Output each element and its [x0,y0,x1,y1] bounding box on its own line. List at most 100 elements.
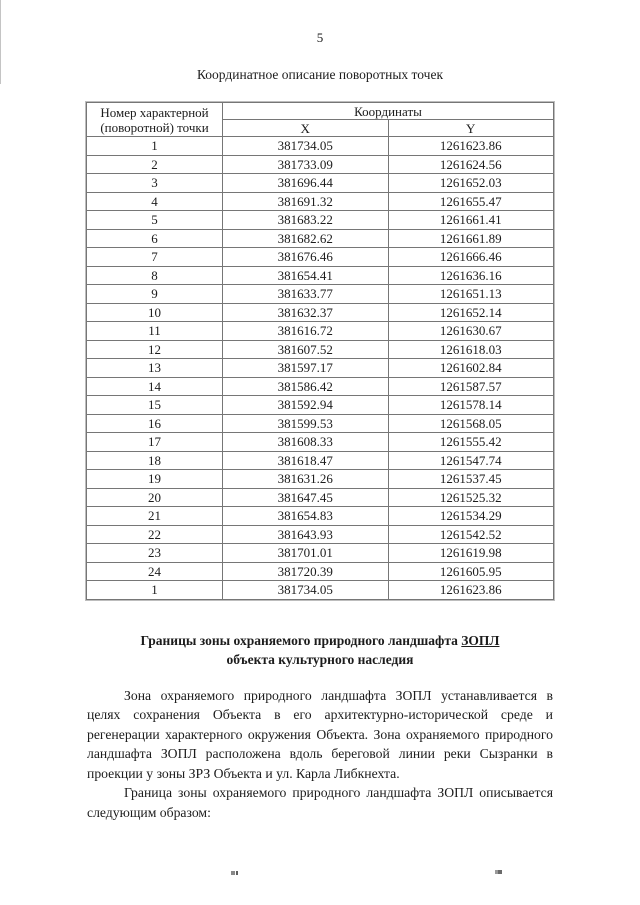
table-row: 1 381734.05 1261623.86 [86,580,554,600]
paragraph-boundary-intro: Граница зоны охраняемого природного ланд… [87,785,553,820]
cell-x-coordinate: 381618.47 [222,450,389,470]
cell-y-coordinate: 1261636.16 [387,265,554,285]
cell-y-coordinate: 1261555.42 [387,432,554,452]
cell-y-coordinate: 1261602.84 [387,358,554,378]
cell-point-number: 19 [86,469,223,489]
cell-y-coordinate: 1261568.05 [387,413,554,433]
cell-x-coordinate: 381608.33 [222,432,389,452]
table-row: 22 381643.93 1261542.52 [86,524,554,544]
cell-y-coordinate: 1261587.57 [387,376,554,396]
cell-y-coordinate: 1261618.03 [387,339,554,359]
cell-point-number: 14 [86,376,223,396]
cell-point-number: 9 [86,284,223,304]
cell-y-coordinate: 1261537.45 [387,469,554,489]
header-point-number-line1: Номер характерной [100,104,209,120]
scan-edge-artifact [0,0,1,84]
header-point-number: Номер характерной (поворотной) точки [86,102,223,137]
cell-y-coordinate: 1261630.67 [387,321,554,341]
table-row: 5 381683.22 1261661.41 [86,210,554,230]
cell-y-coordinate: 1261534.29 [387,506,554,526]
cell-y-coordinate: 1261605.95 [387,561,554,581]
cell-x-coordinate: 381586.42 [222,376,389,396]
table-row: 21 381654.83 1261534.29 [86,506,554,526]
cell-y-coordinate: 1261652.14 [387,302,554,322]
cell-point-number: 2 [86,154,223,174]
cell-y-coordinate: 1261655.47 [387,191,554,211]
cell-point-number: 22 [86,524,223,544]
cell-y-coordinate: 1261652.03 [387,173,554,193]
table-row: 17 381608.33 1261555.42 [86,432,554,452]
cell-y-coordinate: 1261578.14 [387,395,554,415]
table-row: 6 381682.62 1261661.89 [86,228,554,248]
cell-point-number: 16 [86,413,223,433]
table-title: Координатное описание поворотных точек [196,67,444,82]
cell-x-coordinate: 381647.45 [222,487,389,507]
scan-speck-artifact [495,870,502,874]
cell-x-coordinate: 381616.72 [222,321,389,341]
paragraph-zone-description: Зона охраняемого природного ландшафта ЗО… [87,687,553,781]
table-header: Номер характерной (поворотной) точки Коо… [86,102,554,137]
section-heading-line2: объекта культурного наследия [226,651,414,667]
cell-point-number: 7 [86,247,223,267]
header-coordinates: Координаты [222,102,554,120]
cell-x-coordinate: 381701.01 [222,543,389,563]
cell-point-number: 15 [86,395,223,415]
cell-point-number: 23 [86,543,223,563]
coordinates-table: Номер характерной (поворотной) точки Коо… [85,101,555,601]
table-row: 19 381631.26 1261537.45 [86,469,554,489]
table-row: 3 381696.44 1261652.03 [86,173,554,193]
cell-x-coordinate: 381683.22 [222,210,389,230]
cell-x-coordinate: 381676.46 [222,247,389,267]
table-row: 4 381691.32 1261655.47 [86,191,554,211]
heading-zopl-underlined: ЗОПЛ [461,632,500,648]
cell-point-number: 20 [86,487,223,507]
cell-x-coordinate: 381734.05 [222,580,389,600]
cell-x-coordinate: 381720.39 [222,561,389,581]
cell-x-coordinate: 381599.53 [222,413,389,433]
table-row: 2 381733.09 1261624.56 [86,154,554,174]
cell-x-coordinate: 381631.26 [222,469,389,489]
section-heading-line1: Границы зоны охраняемого природного ланд… [0,631,640,650]
cell-x-coordinate: 381734.05 [222,136,389,156]
cell-x-coordinate: 381592.94 [222,395,389,415]
header-x: X [222,119,389,137]
cell-point-number: 5 [86,210,223,230]
cell-point-number: 8 [86,265,223,285]
cell-y-coordinate: 1261619.98 [387,543,554,563]
header-point-number-line2: (поворотной) точки [100,119,209,135]
body-text: Зона охраняемого природного ландшафта ЗО… [87,686,553,823]
cell-y-coordinate: 1261547.74 [387,450,554,470]
cell-y-coordinate: 1261651.13 [387,284,554,304]
cell-x-coordinate: 381682.62 [222,228,389,248]
cell-point-number: 1 [86,136,223,156]
cell-y-coordinate: 1261623.86 [387,136,554,156]
cell-point-number: 3 [86,173,223,193]
cell-point-number: 1 [86,580,223,600]
cell-point-number: 6 [86,228,223,248]
cell-point-number: 18 [86,450,223,470]
cell-y-coordinate: 1261623.86 [387,580,554,600]
cell-point-number: 24 [86,561,223,581]
cell-y-coordinate: 1261624.56 [387,154,554,174]
table-row: 16 381599.53 1261568.05 [86,413,554,433]
table-row: 18 381618.47 1261547.74 [86,450,554,470]
table-row: 15 381592.94 1261578.14 [86,395,554,415]
table-row: 1 381734.05 1261623.86 [86,136,554,156]
cell-point-number: 10 [86,302,223,322]
cell-x-coordinate: 381597.17 [222,358,389,378]
cell-x-coordinate: 381607.52 [222,339,389,359]
cell-x-coordinate: 381633.77 [222,284,389,304]
cell-y-coordinate: 1261661.89 [387,228,554,248]
cell-x-coordinate: 381632.37 [222,302,389,322]
table-row: 11 381616.72 1261630.67 [86,321,554,341]
table-row: 13 381597.17 1261602.84 [86,358,554,378]
table-row: 8 381654.41 1261636.16 [86,265,554,285]
cell-x-coordinate: 381643.93 [222,524,389,544]
cell-point-number: 4 [86,191,223,211]
table-body: 1 381734.05 1261623.86 2 381733.09 12616… [86,136,554,600]
table-row: 24 381720.39 1261605.95 [86,561,554,581]
cell-point-number: 21 [86,506,223,526]
cell-x-coordinate: 381654.41 [222,265,389,285]
cell-y-coordinate: 1261661.41 [387,210,554,230]
